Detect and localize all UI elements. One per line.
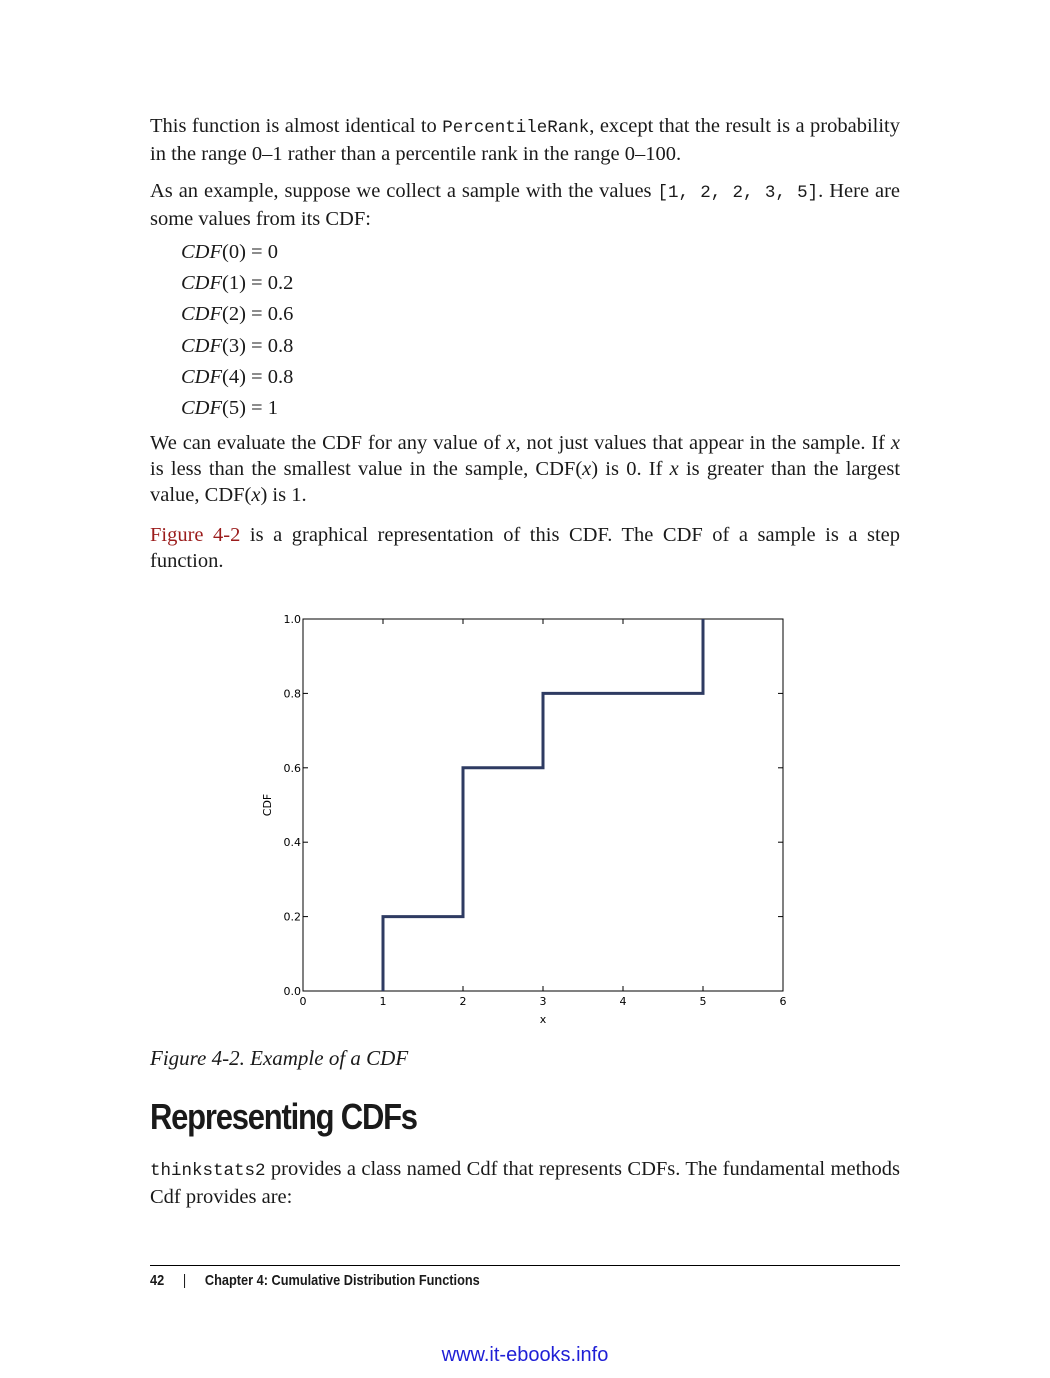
x-tick-label: 3 [540,995,547,1008]
math-var: x [890,432,901,454]
text: , except that the result is a probabilit… [150,115,900,165]
y-tick-label: 0.6 [284,762,302,775]
math-var: x [582,458,592,480]
math-var: x [506,432,516,454]
cdf-equation: CDF(4) = 0.8 [181,365,294,388]
plot-frame [302,618,784,992]
x-tick-label: 4 [620,995,627,1008]
x-tick-label: 0 [300,995,307,1008]
figure-link[interactable]: Figure 4-2 [150,524,241,546]
x-tick-label: 6 [780,995,787,1008]
x-tick-label: 5 [700,995,707,1008]
x-tick-label: 1 [380,995,387,1008]
footer-separator: | [182,1272,187,1289]
text: We can evaluate the CDF for any value of [150,432,507,454]
text: provides a class named Cdf that represen… [150,1158,900,1208]
text: This function is almost identical to [150,115,443,137]
inline-code: [1, 2, 2, 3, 5] [657,183,819,203]
paragraph-cdf-class: thinkstats2 provides a class named Cdf t… [150,1156,900,1210]
text: . Here are some values from its CDF: [150,180,900,230]
math-var: x [251,484,261,506]
cdf-step-line [381,619,705,991]
figure-caption: Figure 4-2. Example of a CDF [150,1046,409,1070]
paragraph-intro: This function is almost identical to Per… [150,113,900,167]
text: is less than the smallest value in the s… [150,458,583,480]
cdf-equation: CDF(2) = 0.6 [181,303,294,326]
y-tick-label: 0.4 [284,836,302,849]
text: is a graphical representation of this CD… [150,524,900,572]
text: ) is 0. If [591,458,670,480]
x-axis-label: x [540,1013,547,1026]
text: ) is 1. [260,484,307,506]
y-tick-label: 1.0 [284,613,302,626]
page-number: 42 [150,1272,165,1289]
paragraph-figure-ref: Figure 4-2 is a graphical representation… [150,522,900,574]
footer-divider [150,1265,900,1266]
text: As an example, suppose we collect a samp… [150,180,658,202]
section-heading: Representing CDFs [150,1096,418,1137]
cdf-equation: CDF(0) = 0 [181,241,278,263]
cdf-equation: CDF(5) = 1 [181,396,278,419]
inline-code: PercentileRank [442,118,590,138]
y-tick-label: 0.8 [284,687,302,700]
y-tick-label: 0.0 [284,985,302,998]
inline-code: thinkstats2 [150,1161,266,1181]
paragraph-evaluate: We can evaluate the CDF for any value of… [150,430,900,508]
y-tick-label: 0.2 [284,911,302,924]
watermark-link[interactable]: www.it-ebooks.info [441,1344,609,1366]
chapter-title: Chapter 4: Cumulative Distribution Funct… [204,1272,480,1289]
text: , not just values that appear in the sam… [515,432,891,454]
page-footer: 42 | Chapter 4: Cumulative Distribution Fu… [150,1272,480,1289]
y-axis-label: CDF [261,794,274,816]
cdf-equation: CDF(1) = 0.2 [181,272,294,295]
cdf-step-chart: 0 1 2 3 4 5 6 0.0 0.2 0.4 0.6 0.8 1.0 x CDF [261,613,787,1026]
cdf-value-list: CDF(0) = 0 CDF(1) = 0.2 CDF(2) = 0.6 CDF… [181,238,293,425]
x-tick-label: 2 [460,995,467,1008]
cdf-equation: CDF(3) = 0.8 [181,334,294,357]
math-var: x [669,458,679,480]
text: is greater than the largest value, CDF( [150,458,901,506]
paragraph-example: As an example, suppose we collect a samp… [150,178,900,232]
